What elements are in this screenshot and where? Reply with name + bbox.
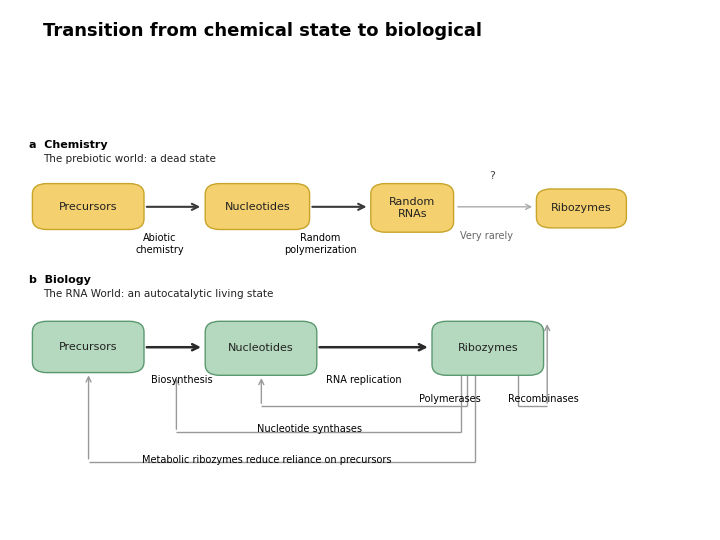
Text: ?: ?: [489, 171, 495, 181]
Text: Very rarely: Very rarely: [459, 231, 513, 241]
Text: Polymerases: Polymerases: [419, 394, 481, 404]
FancyBboxPatch shape: [32, 321, 144, 373]
Text: Metabolic ribozymes reduce reliance on precursors: Metabolic ribozymes reduce reliance on p…: [142, 455, 391, 465]
Text: Ribozymes: Ribozymes: [457, 343, 518, 353]
Text: Random
polymerization: Random polymerization: [284, 233, 356, 255]
Text: Transition from chemical state to biological: Transition from chemical state to biolog…: [43, 22, 482, 39]
FancyBboxPatch shape: [205, 321, 317, 375]
Text: Abiotic
chemistry: Abiotic chemistry: [135, 233, 184, 255]
Text: Nucleotides: Nucleotides: [228, 343, 294, 353]
FancyBboxPatch shape: [371, 184, 454, 232]
FancyBboxPatch shape: [32, 184, 144, 230]
FancyBboxPatch shape: [536, 189, 626, 228]
Text: Random
RNAs: Random RNAs: [389, 197, 436, 219]
Text: The prebiotic world: a dead state: The prebiotic world: a dead state: [43, 154, 216, 164]
Text: Precursors: Precursors: [59, 342, 117, 352]
FancyBboxPatch shape: [205, 184, 310, 230]
Text: Biosynthesis: Biosynthesis: [151, 375, 213, 385]
Text: RNA replication: RNA replication: [326, 375, 402, 385]
Text: Nucleotides: Nucleotides: [225, 201, 290, 212]
Text: a  Chemistry: a Chemistry: [29, 140, 107, 151]
Text: Nucleotide synthases: Nucleotide synthases: [257, 424, 362, 434]
Text: b  Biology: b Biology: [29, 275, 91, 286]
FancyBboxPatch shape: [432, 321, 544, 375]
Text: The RNA World: an autocatalytic living state: The RNA World: an autocatalytic living s…: [43, 289, 274, 299]
Text: Ribozymes: Ribozymes: [551, 204, 612, 213]
Text: Precursors: Precursors: [59, 201, 117, 212]
Text: Recombinases: Recombinases: [508, 394, 579, 404]
